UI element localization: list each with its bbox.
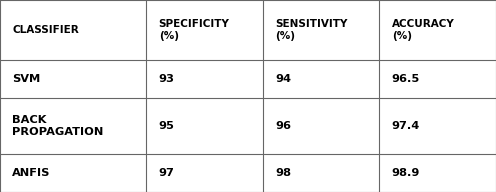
Text: 93: 93 [159,74,175,84]
Text: 96.5: 96.5 [392,74,420,84]
Text: 97.4: 97.4 [392,121,420,131]
Text: 95: 95 [159,121,175,131]
Text: BACK
PROPAGATION: BACK PROPAGATION [12,115,104,137]
Text: 98: 98 [275,168,291,178]
Text: SVM: SVM [12,74,41,84]
Text: CLASSIFIER: CLASSIFIER [12,25,79,35]
Text: 97: 97 [159,168,175,178]
Text: 94: 94 [275,74,291,84]
Text: SPECIFICITY
(%): SPECIFICITY (%) [159,19,230,41]
Text: 96: 96 [275,121,291,131]
Text: ACCURACY
(%): ACCURACY (%) [392,19,455,41]
Text: SENSITIVITY
(%): SENSITIVITY (%) [275,19,348,41]
Text: ANFIS: ANFIS [12,168,51,178]
Text: 98.9: 98.9 [392,168,420,178]
